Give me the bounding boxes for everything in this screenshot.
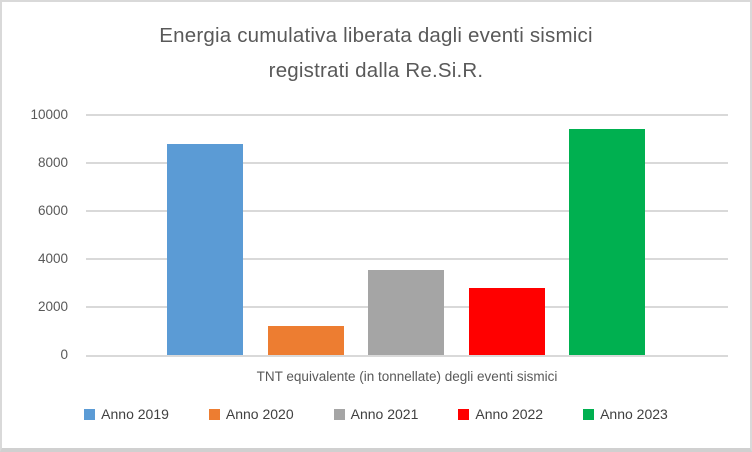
bar-anno-2023 (569, 129, 645, 355)
bar-anno-2020 (267, 326, 344, 355)
plot-area: 0 2000 4000 6000 8000 10000 (30, 107, 728, 362)
y-tick-label-6000: 6000 (37, 203, 68, 218)
legend-swatch-anno-2020 (208, 408, 220, 420)
gridline-4000 (86, 258, 728, 260)
chart-title-line-1: Energia cumulativa liberata dagli eventi… (159, 24, 593, 47)
chart-title: Energia cumulativa liberata dagli eventi… (2, 18, 750, 88)
gridline-6000 (86, 210, 728, 212)
legend-label-anno-2022: Anno 2022 (475, 406, 544, 422)
legend: Anno 2019 Anno 2020 Anno 2021 Anno 2022 Anno… (2, 406, 750, 422)
legend-item-anno-2019: Anno 2019 (84, 406, 169, 422)
legend-label-anno-2021: Anno 2021 (350, 406, 419, 422)
legend-swatch-anno-2023 (583, 408, 595, 420)
legend-swatch-anno-2019 (84, 408, 96, 420)
legend-item-anno-2021: Anno 2021 (333, 406, 419, 422)
legend-label-anno-2023: Anno 2023 (600, 406, 668, 422)
legend-item-anno-2020: Anno 2020 (208, 406, 294, 422)
legend-swatch-anno-2021 (333, 408, 345, 420)
legend-label-anno-2019: Anno 2019 (101, 406, 169, 422)
gridline-8000 (86, 162, 728, 164)
x-axis-label: TNT equivalente (in tonnellate) degli ev… (256, 369, 558, 384)
legend-item-anno-2022: Anno 2022 (458, 406, 543, 422)
y-tick-label-2000: 2000 (37, 299, 68, 314)
legend-swatch-anno-2022 (458, 408, 470, 420)
chart-title-line-2: registrati dalla Re.Si.R. (268, 59, 484, 82)
bar-anno-2022 (468, 287, 545, 355)
bar-anno-2021 (368, 269, 444, 355)
y-tick-label-0: 0 (60, 347, 68, 362)
gridline-10000 (86, 114, 728, 116)
y-tick-label-4000: 4000 (37, 251, 68, 266)
y-tick-label-10000: 10000 (30, 107, 68, 122)
y-tick-label-8000: 8000 (37, 155, 68, 170)
legend-label-anno-2020: Anno 2020 (225, 406, 294, 422)
bar-anno-2019 (167, 143, 243, 355)
legend-item-anno-2023: Anno 2023 (583, 406, 668, 422)
